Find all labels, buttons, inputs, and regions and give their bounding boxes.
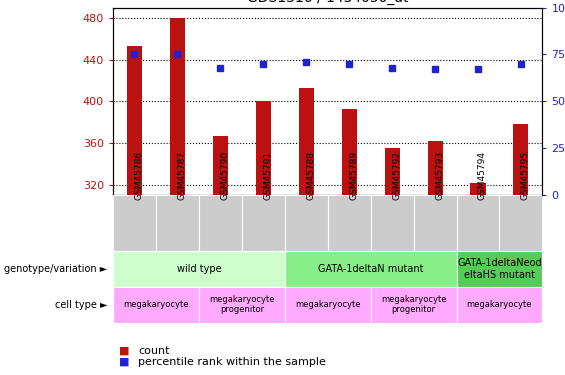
Text: megakaryocyte
progenitor: megakaryocyte progenitor bbox=[209, 295, 275, 314]
Text: megakaryocyte
progenitor: megakaryocyte progenitor bbox=[381, 295, 446, 314]
Text: GSM45791: GSM45791 bbox=[263, 150, 272, 200]
Bar bbox=[285, 251, 457, 287]
Bar bbox=[113, 287, 199, 322]
Text: GATA-1deltaNeod
eltaHS mutant: GATA-1deltaNeod eltaHS mutant bbox=[457, 258, 542, 280]
Text: megakaryocyte: megakaryocyte bbox=[123, 300, 189, 309]
Bar bbox=[328, 195, 371, 251]
Bar bbox=[256, 101, 271, 195]
Bar bbox=[285, 195, 328, 251]
Text: wild type: wild type bbox=[177, 264, 221, 274]
Bar bbox=[156, 195, 199, 251]
Title: GDS1316 / 1434050_at: GDS1316 / 1434050_at bbox=[247, 0, 408, 5]
Text: GATA-1deltaN mutant: GATA-1deltaN mutant bbox=[318, 264, 423, 274]
Bar bbox=[499, 195, 542, 251]
Bar bbox=[299, 88, 314, 195]
Text: GSM45787: GSM45787 bbox=[177, 150, 186, 200]
Text: megakaryocyte: megakaryocyte bbox=[467, 300, 532, 309]
Bar bbox=[242, 195, 285, 251]
Bar bbox=[471, 183, 485, 195]
Text: ■: ■ bbox=[119, 346, 129, 355]
Text: GSM45793: GSM45793 bbox=[435, 150, 444, 200]
Bar bbox=[457, 287, 542, 322]
Bar bbox=[213, 136, 228, 195]
Bar bbox=[113, 251, 285, 287]
Text: GSM45795: GSM45795 bbox=[521, 150, 530, 200]
Text: GSM45790: GSM45790 bbox=[220, 150, 229, 200]
Bar bbox=[285, 287, 371, 322]
Bar bbox=[342, 108, 357, 195]
Text: count: count bbox=[138, 346, 170, 355]
Bar bbox=[385, 148, 399, 195]
Text: ■: ■ bbox=[119, 357, 129, 367]
Text: GSM45794: GSM45794 bbox=[478, 150, 487, 200]
Bar bbox=[199, 287, 285, 322]
Text: GSM45786: GSM45786 bbox=[134, 150, 144, 200]
Text: GSM45789: GSM45789 bbox=[349, 150, 358, 200]
Bar bbox=[428, 141, 442, 195]
Text: megakaryocyte: megakaryocyte bbox=[295, 300, 360, 309]
Bar bbox=[371, 195, 414, 251]
Text: percentile rank within the sample: percentile rank within the sample bbox=[138, 357, 327, 367]
Bar bbox=[457, 251, 542, 287]
Bar bbox=[414, 195, 457, 251]
Bar bbox=[127, 46, 142, 195]
Bar bbox=[514, 124, 528, 195]
Bar bbox=[170, 18, 185, 195]
Text: GSM45792: GSM45792 bbox=[392, 150, 401, 200]
Bar bbox=[371, 287, 457, 322]
Bar bbox=[457, 195, 499, 251]
Bar bbox=[113, 195, 156, 251]
Text: cell type ►: cell type ► bbox=[55, 300, 107, 310]
Bar bbox=[199, 195, 242, 251]
Text: GSM45788: GSM45788 bbox=[306, 150, 315, 200]
Text: genotype/variation ►: genotype/variation ► bbox=[4, 264, 107, 274]
